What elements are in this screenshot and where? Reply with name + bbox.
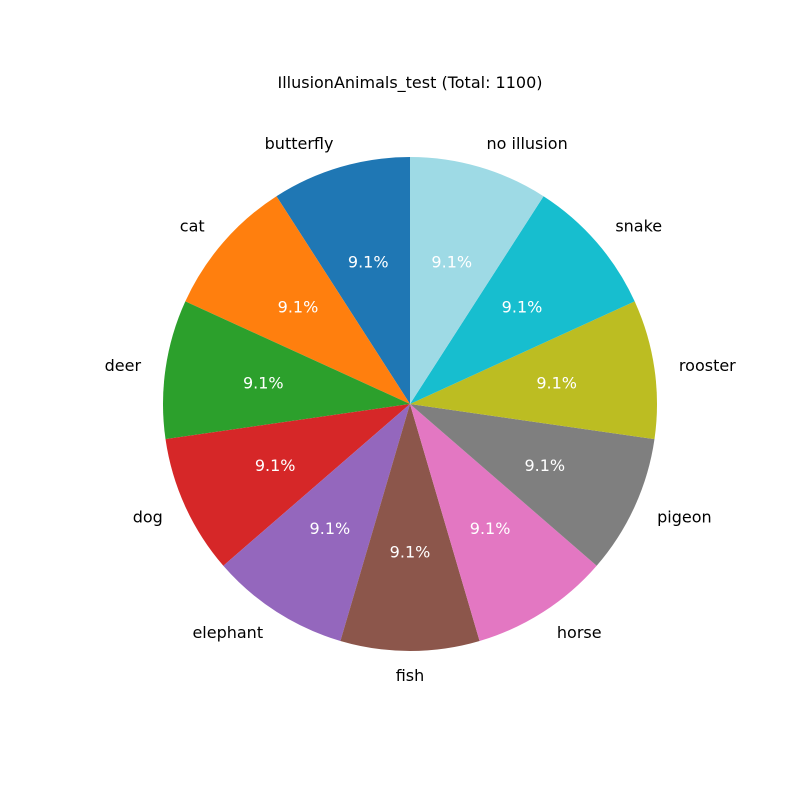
category-label-fish: fish [396,666,425,685]
pct-label-dog: 9.1% [255,456,296,475]
category-label-snake: snake [615,217,662,236]
category-label-rooster: rooster [679,356,736,375]
pie-slice-horse [410,404,597,641]
pie-slice-pigeon [410,404,655,566]
pct-label-elephant: 9.1% [310,519,351,538]
pie-slice-no-illusion [410,157,544,404]
pie-slice-cat [185,196,410,404]
pie-slice-dog [165,404,410,566]
pie-slice-elephant [223,404,410,641]
pct-label-snake: 9.1% [502,297,543,316]
pct-label-no-illusion: 9.1% [431,252,472,271]
category-label-horse: horse [557,623,602,642]
labels-layer: 9.1% butterfly 9.1% cat 9.1% deer 9.1% dog 9.1% e… [105,134,737,685]
pie-slice-snake [410,196,635,404]
pct-label-butterfly: 9.1% [348,252,389,271]
pie-slice-fish [340,404,480,651]
pie-slice-rooster [410,301,657,440]
category-label-dog: dog [133,507,163,526]
category-label-pigeon: pigeon [657,507,712,526]
category-label-deer: deer [105,356,142,375]
category-label-cat: cat [180,217,205,236]
pct-label-pigeon: 9.1% [524,456,565,475]
chart-title: IllusionAnimals_test (Total: 1100) [277,73,542,93]
pct-label-fish: 9.1% [390,543,431,562]
pie-slice-butterfly [276,157,410,404]
category-label-elephant: elephant [192,623,263,642]
slices-layer [163,157,657,651]
pct-label-deer: 9.1% [243,373,284,392]
pct-label-rooster: 9.1% [536,373,577,392]
pct-label-cat: 9.1% [278,297,319,316]
pie-slice-deer [163,301,410,440]
category-label-butterfly: butterfly [265,134,334,153]
pct-label-horse: 9.1% [470,519,511,538]
category-label-no-illusion: no illusion [487,134,568,153]
